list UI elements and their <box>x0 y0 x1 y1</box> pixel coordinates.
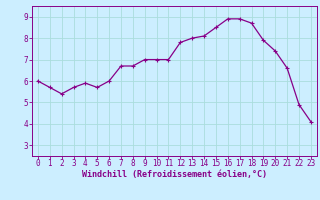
X-axis label: Windchill (Refroidissement éolien,°C): Windchill (Refroidissement éolien,°C) <box>82 170 267 179</box>
